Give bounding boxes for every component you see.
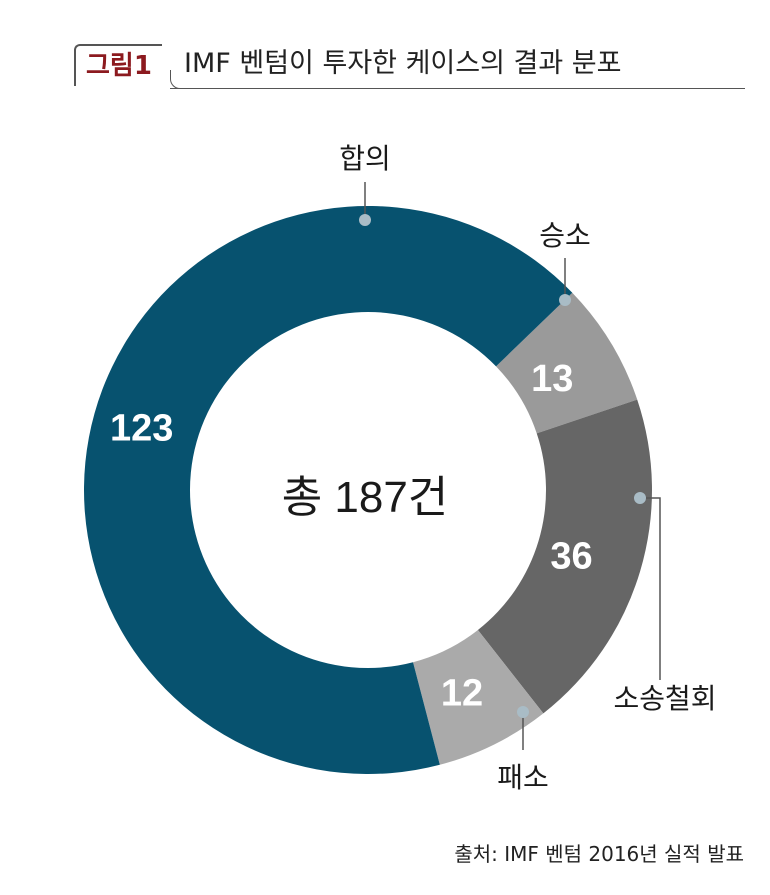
category-label: 합의 [339,142,391,175]
figure-label: 그림1 [74,44,162,86]
leader-dot [634,492,646,504]
donut-slice-0 [84,206,573,775]
category-label: 소송철회 [613,682,716,715]
category-label: 패소 [497,761,549,794]
leader-dot [359,214,371,226]
donut-slice-3 [413,630,544,765]
category-label: 승소 [539,219,591,252]
leader-dot [559,294,571,306]
leader-dot [517,706,529,718]
chart-title: IMF 벤텀이 투자한 케이스의 결과 분포 [184,48,622,79]
chart-header: 그림1 IMF 벤텀이 투자한 케이스의 결과 분포 [0,0,770,110]
source-note: 출처: IMF 벤텀 2016년 실적 발표 [454,842,744,866]
header-divider [170,88,745,89]
donut-slice-2 [477,399,652,714]
slice-value-label: 12 [441,673,483,715]
donut-slice-1 [496,292,638,434]
slice-value-label: 36 [550,535,592,577]
slice-value-label: 13 [531,358,573,400]
center-total-label: 총 187건 [282,473,449,522]
leader-line [640,497,661,680]
leader-lines [359,182,661,750]
slice-value-label: 123 [110,408,173,450]
donut-slices [84,206,652,775]
